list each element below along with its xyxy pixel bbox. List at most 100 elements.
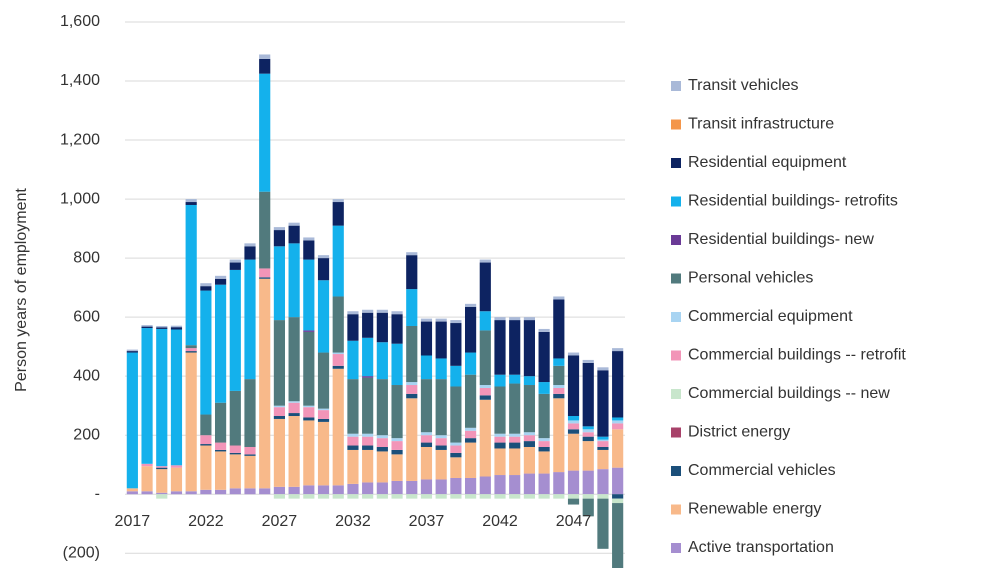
- bar-segment: [582, 470, 594, 495]
- legend-label: District energy: [688, 424, 790, 441]
- legend-swatch: [671, 350, 681, 361]
- bar-segment: [200, 414, 212, 436]
- bar-segment: [494, 475, 506, 495]
- bar-segment: [509, 320, 521, 375]
- bar-segment: [347, 449, 359, 484]
- bar-segment: [347, 340, 359, 380]
- legend-label: Residential buildings- retrofits: [688, 193, 898, 210]
- bar-segment: [332, 365, 344, 369]
- legend-label: Residential equipment: [688, 154, 847, 171]
- bar-segment: [273, 320, 285, 406]
- bar-segment: [523, 317, 535, 321]
- bar-segment: [288, 413, 300, 417]
- bar-segment: [244, 379, 256, 447]
- bar-segment: [244, 454, 256, 456]
- bar-segment: [347, 483, 359, 495]
- bar-segment: [391, 494, 403, 499]
- bar-segment: [170, 467, 183, 492]
- bar-segment: [156, 327, 168, 329]
- bar-segment: [420, 321, 433, 356]
- bar-segment: [553, 385, 565, 388]
- bar-segment: [141, 491, 153, 495]
- bar-segment: [332, 485, 344, 495]
- bar-segment: [141, 325, 153, 327]
- bar-segment: [317, 408, 330, 411]
- bar-segment: [200, 286, 212, 291]
- bar-segment: [406, 289, 418, 326]
- bar-segment: [582, 436, 594, 442]
- bar-segment: [406, 382, 418, 386]
- bar-segment: [465, 494, 477, 499]
- bar-segment: [156, 494, 168, 499]
- bar-segment: [170, 491, 183, 495]
- bar-segment: [553, 365, 565, 386]
- bar-segment: [509, 433, 521, 437]
- bar-segment: [141, 463, 153, 467]
- bar-segment: [582, 426, 594, 430]
- bar-segment: [494, 433, 506, 437]
- bar-segment: [582, 441, 594, 471]
- bar-segment: [185, 348, 197, 352]
- bar-segment: [435, 445, 447, 450]
- bar-segment: [420, 479, 433, 495]
- legend-swatch: [671, 427, 681, 438]
- bar-segment: [494, 320, 506, 375]
- bar-segment: [288, 416, 300, 487]
- bar-segment: [332, 354, 344, 366]
- bar-segment: [347, 314, 359, 341]
- bar-segment: [597, 436, 609, 440]
- bar-segment: [362, 445, 374, 450]
- bar-segment: [479, 476, 491, 495]
- bar-segment: [288, 222, 300, 226]
- bar-segment: [538, 331, 550, 383]
- x-tick-label: 2022: [188, 513, 224, 530]
- bar-segment: [538, 393, 550, 439]
- bar-segment: [479, 259, 491, 263]
- bar-segment: [567, 416, 580, 421]
- bar-segment: [465, 306, 477, 353]
- bar-segment: [391, 311, 403, 315]
- legend-swatch: [671, 466, 681, 476]
- bar-segment: [494, 442, 506, 449]
- bar-segment: [494, 374, 506, 387]
- bar-segment: [553, 387, 565, 394]
- bar-segment: [156, 328, 168, 467]
- bar-segment: [303, 405, 315, 408]
- bar-segment: [332, 199, 344, 203]
- bar-segment: [612, 503, 624, 568]
- bar-segment: [406, 480, 418, 495]
- bar-segment: [538, 494, 550, 499]
- y-tick-label: 1,600: [60, 13, 100, 30]
- bar-segment: [126, 349, 138, 352]
- bar-segment: [376, 312, 388, 343]
- legend-label: Commercial equipment: [688, 308, 853, 325]
- bar-segment: [435, 494, 447, 499]
- bar-segment: [435, 438, 447, 446]
- bar-segment: [288, 401, 300, 403]
- bar-segment: [303, 237, 315, 241]
- bar-segment: [200, 290, 212, 415]
- bar-segment: [612, 494, 624, 499]
- legend-label: Transit infrastructure: [688, 116, 834, 133]
- bar-segment: [244, 246, 256, 260]
- bar-segment: [376, 446, 388, 452]
- bar-segment: [376, 342, 388, 380]
- y-tick-label: 1,000: [60, 190, 100, 207]
- bar-segment: [597, 498, 609, 549]
- bar-segment: [523, 320, 535, 377]
- bar-segment: [567, 494, 580, 499]
- x-tick-label: 2047: [556, 513, 592, 530]
- bar-segment: [303, 494, 315, 499]
- bar-segment: [582, 429, 594, 433]
- bar-segment: [450, 494, 462, 499]
- bar-segment: [523, 441, 535, 447]
- legend-swatch: [671, 196, 681, 207]
- bar-segment: [347, 433, 359, 437]
- bar-segment: [479, 330, 491, 386]
- bar-segment: [170, 327, 183, 330]
- bar-segment: [244, 488, 256, 495]
- bar-segment: [185, 345, 197, 349]
- bar-segment: [317, 352, 330, 409]
- legend-label: Commercial buildings -- new: [688, 385, 890, 402]
- bar-segment: [553, 358, 565, 366]
